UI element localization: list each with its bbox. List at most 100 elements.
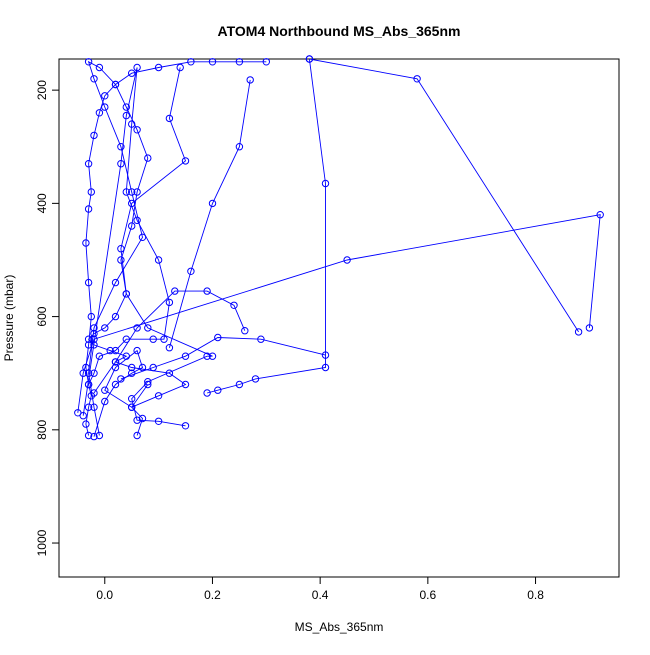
- data-point: [138, 363, 147, 372]
- data-point: [111, 278, 120, 287]
- data-point: [87, 312, 96, 321]
- data-point: [241, 327, 249, 335]
- data-point: [154, 417, 163, 425]
- data-point: [321, 179, 330, 188]
- data-point: [214, 333, 222, 342]
- data-point: [90, 389, 98, 397]
- data-point: [133, 431, 141, 440]
- data-point: [95, 431, 104, 440]
- data-point: [90, 432, 98, 441]
- data-point: [122, 103, 131, 111]
- data-point: [101, 324, 109, 332]
- data-point: [128, 222, 136, 230]
- data-point: [128, 395, 136, 403]
- data-point: [144, 324, 152, 332]
- data-point: [111, 346, 120, 355]
- data-point: [187, 267, 195, 275]
- data-point: [84, 403, 93, 411]
- data-point: [203, 287, 211, 295]
- data-point: [144, 380, 152, 389]
- data-point: [138, 414, 147, 423]
- data-point: [251, 375, 260, 383]
- data-point: [90, 75, 98, 83]
- data-point: [305, 55, 314, 63]
- y-tick-label: 1000: [35, 529, 49, 556]
- data-point: [144, 154, 152, 162]
- data-point: [122, 290, 131, 298]
- data-point: [165, 298, 174, 307]
- x-tick-label: 0.0: [96, 588, 113, 602]
- series-line: [120, 337, 326, 380]
- data-point: [257, 335, 265, 343]
- data-point: [84, 431, 93, 440]
- data-point: [165, 369, 174, 377]
- data-point: [208, 199, 217, 208]
- data-point: [181, 380, 190, 389]
- data-point: [128, 188, 136, 196]
- y-tick-label: 200: [35, 80, 49, 100]
- data-point: [321, 351, 330, 359]
- data-point: [230, 301, 238, 309]
- data-point: [154, 63, 163, 72]
- data-point: [165, 114, 174, 123]
- data-point: [90, 335, 98, 343]
- data-point: [84, 58, 93, 66]
- data-point: [82, 239, 90, 247]
- series-line: [77, 214, 601, 413]
- data-point: [138, 233, 147, 242]
- data-point: [111, 380, 120, 389]
- series-line: [82, 67, 170, 416]
- data-point: [74, 409, 82, 417]
- data-point: [149, 363, 157, 372]
- data-point: [171, 287, 179, 295]
- data-point: [128, 120, 136, 128]
- data-point: [101, 92, 109, 100]
- data-point: [128, 369, 136, 377]
- data-point: [111, 358, 120, 366]
- data-point: [90, 403, 98, 411]
- data-point: [165, 344, 174, 352]
- data-point: [133, 324, 141, 332]
- data-point: [122, 111, 131, 120]
- data-point: [117, 256, 125, 264]
- x-tick-label: 0.4: [312, 588, 329, 602]
- data-point: [128, 69, 136, 77]
- data-point: [84, 160, 93, 168]
- data-point: [203, 352, 211, 360]
- data-point: [343, 256, 351, 264]
- data-point: [203, 389, 211, 397]
- data-point: [84, 380, 93, 389]
- data-point: [90, 131, 98, 140]
- data-point: [133, 416, 141, 424]
- data-point: [95, 352, 104, 360]
- data-point: [111, 80, 120, 89]
- data-point: [208, 58, 217, 66]
- data-point: [90, 369, 98, 377]
- data-point: [181, 157, 190, 165]
- data-point: [133, 126, 141, 134]
- data-point: [111, 363, 120, 372]
- series-line: [87, 60, 187, 436]
- data-point: [235, 380, 244, 389]
- data-point: [95, 63, 104, 72]
- data-point: [154, 392, 163, 400]
- data-point: [133, 63, 141, 72]
- data-point: [176, 63, 184, 72]
- data-point: [160, 335, 168, 343]
- series-line: [85, 61, 267, 436]
- y-axis: 200 400 600 800 1000: [35, 80, 59, 556]
- data-point: [413, 75, 421, 83]
- x-tick-label: 0.6: [420, 588, 437, 602]
- series-layer: [74, 55, 604, 441]
- data-point: [117, 143, 125, 151]
- data-point: [82, 420, 90, 428]
- data-point: [106, 346, 114, 355]
- data-point: [262, 58, 270, 66]
- data-point: [90, 329, 98, 338]
- data-point: [117, 245, 125, 253]
- data-point: [90, 324, 98, 332]
- data-point: [133, 188, 141, 196]
- data-point: [128, 363, 136, 372]
